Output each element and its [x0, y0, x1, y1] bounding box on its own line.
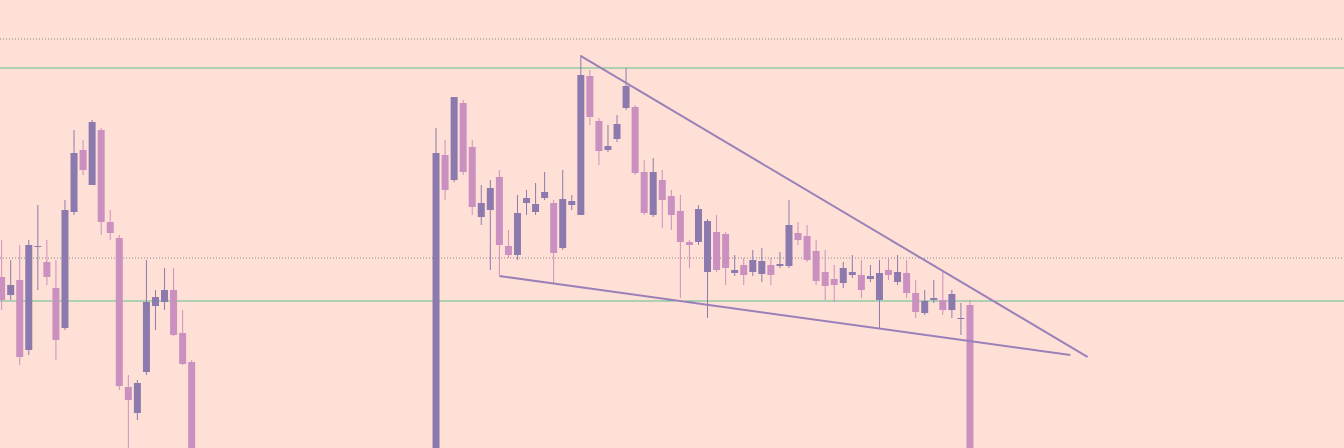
candle-body: [704, 221, 712, 272]
candle-body: [948, 294, 956, 310]
candle-body: [568, 201, 576, 205]
trend-line: [580, 55, 1089, 358]
candle-body: [839, 268, 847, 283]
candle-body: [776, 264, 784, 266]
candle-body: [830, 279, 838, 285]
candle-body: [88, 122, 96, 185]
candle-body: [441, 155, 449, 190]
candle-body: [586, 76, 594, 117]
candle-body: [115, 238, 123, 386]
candle-body: [513, 213, 521, 255]
candle-body: [794, 233, 802, 240]
candle-body: [939, 300, 947, 310]
candle-body: [577, 75, 585, 215]
candle-body: [142, 302, 150, 372]
candle-body: [631, 107, 639, 173]
candle-body: [821, 272, 829, 286]
candle-body: [179, 333, 187, 364]
candle-body: [124, 387, 132, 400]
candle-body: [523, 198, 531, 203]
candle-body: [758, 261, 766, 274]
candle-body: [34, 246, 42, 247]
candle-body: [966, 305, 974, 448]
candle-body: [459, 103, 467, 172]
candle-body: [740, 265, 748, 275]
candle-body: [812, 251, 820, 281]
candle-body: [541, 192, 549, 198]
candle-body: [79, 150, 87, 170]
candle-body: [477, 203, 485, 217]
candle-body: [151, 297, 159, 306]
candle-body: [694, 209, 702, 242]
candle-body: [912, 293, 920, 312]
candle-body: [25, 245, 33, 350]
candle-body: [495, 177, 503, 245]
candle-body: [504, 246, 512, 255]
candle-body: [713, 232, 721, 270]
candle-body: [550, 203, 558, 253]
candle-body: [468, 147, 476, 207]
candle-body: [0, 277, 6, 300]
candle-body: [7, 285, 15, 295]
candle-body: [622, 86, 630, 108]
candle-body: [930, 298, 938, 300]
candle-body: [866, 276, 874, 279]
candle-body: [613, 124, 621, 139]
candle-body: [486, 188, 494, 210]
candle-body: [894, 272, 902, 282]
candle-body: [667, 196, 675, 215]
candle-body: [70, 153, 78, 212]
candle-body: [885, 270, 893, 275]
candle-body: [532, 204, 540, 212]
candle-body: [16, 280, 24, 357]
candle-body: [921, 301, 929, 313]
candle-body: [450, 97, 458, 180]
candle-body: [722, 234, 730, 268]
candle-body: [640, 172, 648, 213]
candle-body: [61, 210, 69, 328]
candle-body: [649, 172, 657, 215]
candle-body: [97, 130, 105, 222]
candle-body: [161, 290, 169, 302]
trend-line: [499, 275, 1071, 356]
candle-body: [52, 288, 60, 340]
candle-body: [604, 146, 612, 150]
candle-body: [188, 362, 196, 448]
candle-body: [731, 270, 739, 273]
candle-body: [857, 275, 865, 290]
candle-body: [432, 153, 440, 448]
candle-body: [749, 260, 757, 272]
candle-body: [848, 272, 856, 275]
candle-body: [559, 199, 567, 248]
candle-body: [903, 273, 911, 293]
candle-body: [676, 211, 684, 242]
candle-body: [595, 121, 603, 151]
candle-body: [685, 242, 693, 245]
candle-body: [957, 318, 965, 319]
candle-body: [133, 383, 141, 413]
candle-body: [43, 262, 51, 277]
candle-body: [767, 265, 775, 275]
candle-body: [106, 222, 114, 233]
candle-body: [170, 290, 178, 335]
candle-body: [803, 236, 811, 260]
candle-body: [658, 180, 666, 200]
candle-body: [875, 273, 883, 300]
candle-body: [785, 225, 793, 266]
